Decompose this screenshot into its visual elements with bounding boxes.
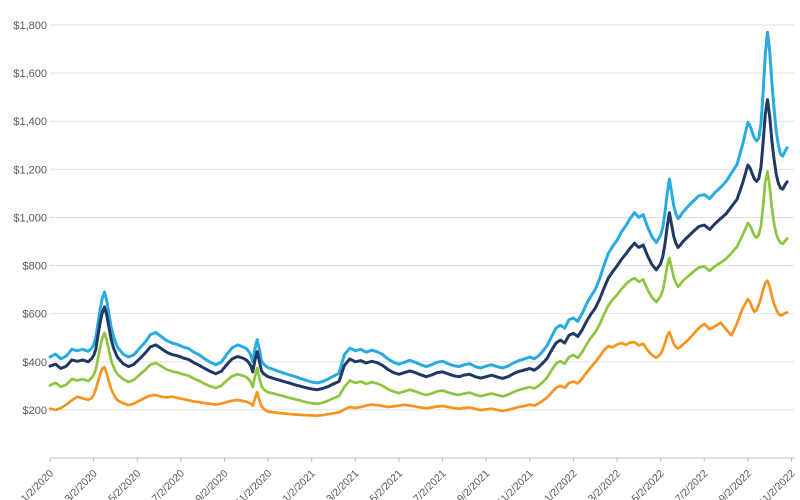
x-axis-label-2: 5/2/2020 (106, 468, 143, 500)
y-axis-label-600: $600 (23, 309, 47, 321)
y-axis-label-1200: $1,200 (13, 164, 47, 176)
y-axis-label-1400: $1,400 (13, 116, 47, 128)
x-axis-label-1: 3/2/2020 (62, 468, 99, 500)
y-axis-label-200: $200 (23, 405, 47, 417)
y-axis-label-1000: $1,000 (13, 212, 47, 224)
y-axis-label-400: $400 (23, 357, 47, 369)
line-series-lightblue (48, 30, 789, 385)
x-axis-label-8: 5/2/2021 (368, 468, 405, 500)
x-axis-label-4: 9/2/2020 (193, 468, 230, 500)
line-series-orange (48, 279, 789, 418)
y-axis-label-1600: $1,600 (13, 68, 47, 80)
x-axis-label-3: 7/2/2020 (150, 468, 187, 500)
x-axis-label-17: 11/2/2022 (757, 468, 798, 500)
y-axis-label-800: $800 (23, 261, 47, 273)
x-axis-label-11: 11/2/2021 (495, 468, 536, 500)
x-axis-label-6: 1/2/2021 (280, 468, 317, 500)
x-axis-label-16: 9/2/2022 (717, 468, 754, 500)
x-axis-label-14: 5/2/2022 (629, 468, 666, 500)
line-series-navy (48, 98, 789, 392)
y-axis-label-1800: $1,800 (13, 20, 47, 32)
x-axis-label-10: 9/2/2021 (455, 468, 492, 500)
line-series-green (48, 170, 789, 406)
x-axis-label-7: 3/2/2021 (324, 468, 361, 500)
x-axis-label-0: 1/2/2020 (19, 468, 56, 500)
x-axis-label-12: 1/2/2022 (542, 468, 579, 500)
x-axis-label-15: 7/2/2022 (673, 468, 710, 500)
x-axis-label-5: 11/2/2020 (233, 468, 274, 500)
x-axis-label-9: 7/2/2021 (411, 468, 448, 500)
x-axis-label-13: 3/2/2022 (586, 468, 623, 500)
